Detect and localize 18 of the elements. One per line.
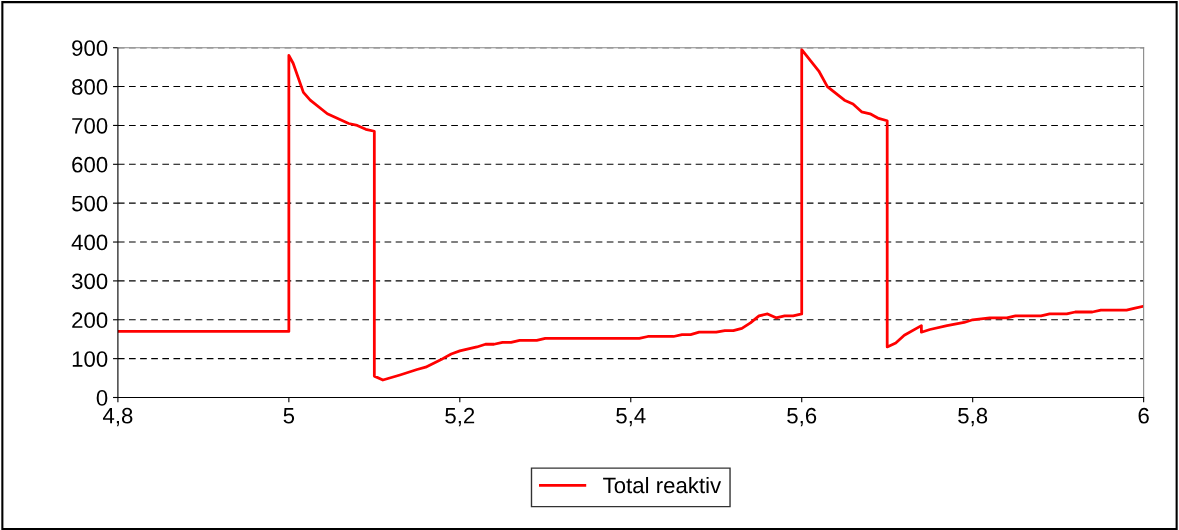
x-tick-label: 5,4 — [616, 408, 646, 427]
y-tick-label: 600 — [72, 156, 108, 173]
y-tick-label: 700 — [72, 117, 108, 134]
x-tick-label: 5,8 — [958, 407, 988, 427]
x-tick-label: 5,6 — [787, 407, 817, 427]
x-tick-label: 5,2 — [445, 407, 475, 427]
y-tick-label: 500 — [71, 195, 108, 212]
y-tick-label: 800 — [72, 79, 108, 95]
legend-label: Total reaktiv — [603, 476, 722, 494]
x-tick-label: 5 — [283, 408, 295, 424]
y-tick-label: 100 — [72, 351, 108, 367]
y-tick-label: 300 — [71, 273, 108, 290]
y-tick-label: 200 — [72, 312, 108, 329]
y-tick-label: 400 — [71, 234, 108, 251]
x-tick-label: 6 — [1138, 407, 1149, 424]
x-tick-label: 4,8 — [102, 407, 133, 427]
y-tick-label: 0 — [96, 390, 108, 406]
y-tick-label: 900 — [72, 40, 108, 56]
